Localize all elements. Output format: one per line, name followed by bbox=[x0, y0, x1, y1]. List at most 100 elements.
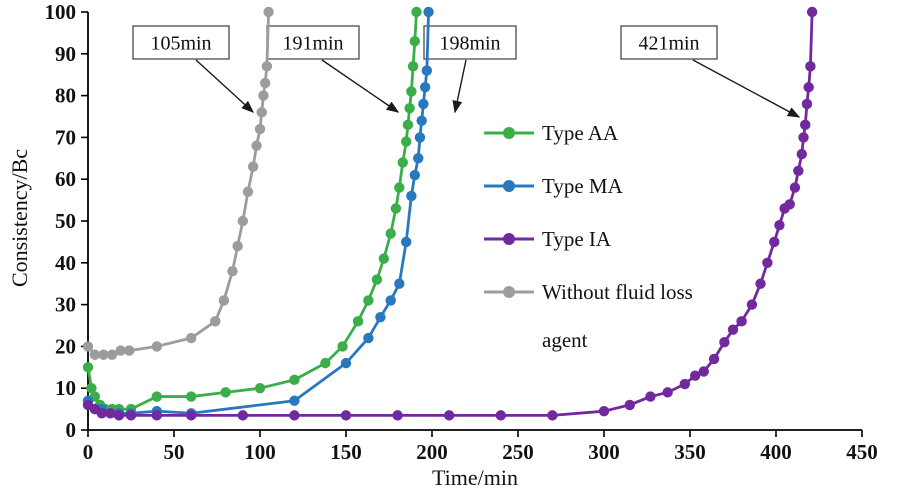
data-point bbox=[392, 410, 403, 421]
data-point bbox=[755, 278, 766, 289]
x-tick-label: 350 bbox=[674, 440, 706, 464]
data-point bbox=[598, 405, 610, 417]
data-point bbox=[105, 408, 116, 419]
data-point bbox=[803, 82, 814, 93]
y-tick-label: 30 bbox=[55, 293, 76, 317]
annotation-arrow bbox=[452, 59, 467, 114]
data-point bbox=[124, 345, 135, 356]
data-point bbox=[416, 115, 427, 126]
data-point bbox=[789, 182, 801, 193]
data-point bbox=[411, 6, 422, 18]
data-point bbox=[769, 236, 780, 248]
data-point bbox=[251, 140, 262, 151]
legend-label: agent bbox=[542, 328, 588, 352]
data-point bbox=[256, 107, 267, 118]
y-tick-label: 100 bbox=[45, 0, 77, 24]
data-point bbox=[793, 165, 804, 177]
annotation-label: 421min bbox=[638, 33, 699, 55]
annotation-box bbox=[620, 25, 718, 60]
data-point bbox=[151, 391, 162, 402]
legend-label: Type AA bbox=[542, 121, 619, 145]
data-point bbox=[247, 161, 259, 172]
data-point bbox=[106, 349, 118, 360]
series-type-ia bbox=[82, 6, 818, 421]
x-tick-label: 400 bbox=[760, 440, 792, 464]
data-point bbox=[378, 253, 390, 264]
legend: Type AA Type MA Type IA Without fluid loss a… bbox=[484, 121, 693, 352]
annotation-box bbox=[423, 25, 517, 60]
data-point bbox=[263, 6, 274, 18]
data-point bbox=[547, 410, 558, 421]
x-tick-label: 250 bbox=[502, 440, 534, 464]
data-point bbox=[390, 203, 402, 214]
data-point bbox=[82, 362, 94, 373]
legend-label: Type IA bbox=[542, 227, 612, 251]
annotation-arrow bbox=[321, 59, 400, 113]
data-point bbox=[254, 123, 266, 135]
data-point bbox=[227, 265, 238, 277]
data-point bbox=[402, 119, 414, 131]
data-point bbox=[220, 387, 231, 398]
data-point bbox=[409, 169, 420, 181]
data-point bbox=[115, 345, 126, 356]
y-tick-label: 60 bbox=[55, 167, 76, 191]
legend-label: Type MA bbox=[542, 174, 624, 198]
x-tick-label: 150 bbox=[330, 440, 362, 464]
data-point bbox=[352, 316, 364, 327]
annotation-label: 191min bbox=[282, 33, 343, 55]
x-tick-label: 450 bbox=[846, 440, 878, 464]
axes: 0 50 100 150 200 250 300 350 400 450 0 10 20 30 40 50 60… bbox=[45, 0, 878, 464]
data-point bbox=[708, 353, 720, 365]
data-point bbox=[662, 387, 673, 398]
legend-label: Without fluid loss bbox=[542, 280, 693, 304]
data-point bbox=[289, 395, 300, 406]
data-point bbox=[800, 119, 811, 131]
data-point bbox=[401, 136, 412, 147]
series-without-fluid-loss-agent bbox=[82, 6, 274, 360]
data-point bbox=[409, 36, 420, 47]
data-point bbox=[340, 410, 352, 421]
legend-marker bbox=[503, 233, 515, 245]
data-point bbox=[363, 332, 374, 344]
y-axis-title: Consistency/Bc bbox=[7, 148, 32, 288]
annotation-arrow bbox=[692, 59, 801, 118]
annotations: 105min 191min 198min 421min bbox=[132, 25, 801, 118]
y-tick-label: 0 bbox=[66, 418, 77, 442]
y-tick-label: 70 bbox=[55, 125, 76, 149]
data-point bbox=[186, 410, 197, 421]
data-point bbox=[719, 337, 730, 348]
data-point bbox=[421, 65, 433, 76]
data-point bbox=[736, 316, 747, 327]
data-point bbox=[89, 349, 101, 360]
data-point bbox=[371, 274, 383, 285]
data-point bbox=[801, 98, 813, 110]
data-point bbox=[495, 410, 506, 421]
data-point bbox=[385, 228, 396, 239]
x-axis-title: Time/min bbox=[432, 465, 518, 490]
series-type-ma bbox=[82, 6, 434, 419]
data-point bbox=[796, 148, 807, 160]
data-point bbox=[784, 199, 795, 210]
data-point bbox=[444, 410, 455, 421]
legend-marker bbox=[503, 286, 515, 298]
data-point bbox=[727, 324, 739, 335]
data-point bbox=[414, 132, 426, 143]
data-point bbox=[82, 341, 94, 352]
data-point bbox=[232, 240, 243, 252]
annotation-arrow bbox=[195, 59, 255, 113]
data-point bbox=[242, 186, 254, 197]
x-tick-label: 0 bbox=[83, 440, 94, 464]
data-point bbox=[419, 82, 431, 93]
data-point bbox=[698, 366, 709, 377]
y-tick-label: 20 bbox=[55, 334, 76, 358]
data-point bbox=[218, 295, 230, 306]
data-point bbox=[394, 182, 405, 193]
data-point bbox=[186, 332, 197, 344]
x-tick-label: 100 bbox=[244, 440, 276, 464]
data-point bbox=[407, 61, 419, 72]
y-tick-label: 10 bbox=[55, 376, 76, 400]
data-point bbox=[186, 391, 197, 402]
data-point bbox=[96, 408, 107, 419]
data-point bbox=[394, 278, 405, 289]
